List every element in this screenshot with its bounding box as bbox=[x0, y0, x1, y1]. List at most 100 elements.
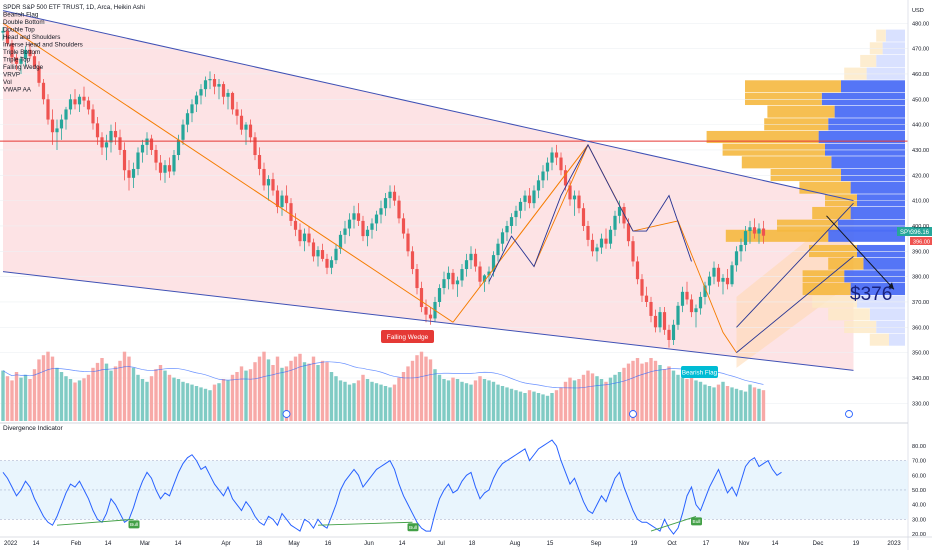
candle-body bbox=[302, 233, 307, 242]
candle-body bbox=[608, 229, 613, 244]
oscillator-tick-label: 60.00 bbox=[912, 473, 926, 479]
indicator-legend-item: Triple Top bbox=[3, 57, 31, 64]
volume-bar bbox=[752, 387, 757, 421]
candle-body bbox=[275, 190, 280, 207]
volume-bar bbox=[500, 386, 505, 421]
candle-body bbox=[149, 138, 154, 150]
vrvp-up-bar bbox=[885, 29, 905, 42]
candle-body bbox=[284, 195, 289, 204]
candle-body bbox=[235, 109, 239, 116]
candle-body bbox=[383, 198, 388, 209]
volume-ma-line bbox=[2, 361, 764, 389]
volume-bar bbox=[653, 360, 658, 421]
volume-bar bbox=[122, 351, 127, 421]
candle-body bbox=[581, 208, 586, 226]
indicator-legend-item: VRVP bbox=[3, 72, 20, 79]
volume-bar bbox=[50, 356, 55, 421]
vrvp-up-bar bbox=[831, 156, 905, 169]
volume-bar bbox=[739, 390, 743, 421]
currency-label: USD bbox=[912, 8, 924, 14]
price-tick-label: 350.00 bbox=[912, 351, 929, 357]
volume-bar bbox=[379, 384, 383, 421]
candle-body bbox=[739, 244, 743, 252]
vrvp-down-bar bbox=[767, 105, 835, 118]
indicator-legend-item: Inverse Head and Shoulders bbox=[3, 42, 83, 49]
volume-bar bbox=[154, 369, 158, 421]
price-target-label: $376 bbox=[850, 284, 892, 305]
bull-label: Bull bbox=[409, 525, 417, 531]
volume-bar bbox=[32, 369, 37, 421]
volume-bar bbox=[109, 370, 113, 421]
volume-bar bbox=[748, 384, 752, 421]
chart-title: SPDR S&P 500 ETF TRUST, 1D, Arca, Heikin… bbox=[3, 4, 145, 11]
candle-body bbox=[172, 155, 176, 172]
candle-body bbox=[316, 250, 320, 257]
volume-bar bbox=[91, 367, 95, 421]
candle-body bbox=[257, 155, 262, 169]
candle-body bbox=[554, 152, 559, 158]
bull-label: Bull bbox=[130, 522, 138, 528]
time-tick-label: Nov bbox=[739, 541, 750, 547]
volume-bar bbox=[509, 388, 514, 421]
candle-body bbox=[374, 214, 379, 224]
falling-wedge-label[interactable]: Falling Wedge bbox=[381, 330, 434, 343]
vrvp-down-bar bbox=[869, 333, 889, 346]
candle-body bbox=[563, 170, 568, 186]
volume-bar bbox=[239, 366, 244, 421]
volume-bar bbox=[617, 372, 622, 421]
candle-body bbox=[293, 220, 298, 230]
candle-body bbox=[716, 267, 721, 282]
candle-body bbox=[518, 201, 523, 211]
volume-bar bbox=[82, 378, 86, 421]
vrvp-down-bar bbox=[706, 130, 819, 144]
volume-bar bbox=[482, 379, 487, 421]
volume-bar bbox=[707, 386, 712, 421]
volume-bar bbox=[275, 356, 280, 421]
volume-bar bbox=[446, 380, 451, 421]
volume-bar bbox=[95, 362, 100, 421]
candle-body bbox=[617, 206, 622, 216]
candle-body bbox=[244, 124, 248, 130]
candle-body bbox=[415, 269, 419, 289]
volume-bar bbox=[86, 374, 91, 421]
candle-body bbox=[406, 233, 410, 252]
bearish-flag-label[interactable]: Bearish Flag bbox=[681, 366, 718, 378]
candle-body bbox=[757, 228, 761, 234]
candle-body bbox=[136, 152, 140, 169]
volume-bar bbox=[478, 376, 482, 421]
vrvp-down-bar bbox=[722, 143, 825, 156]
volume-bar bbox=[437, 374, 442, 421]
volume-bar bbox=[127, 356, 131, 421]
volume-bar bbox=[176, 379, 181, 421]
volume-bar bbox=[563, 381, 568, 421]
candle-body bbox=[712, 267, 716, 277]
volume-bar bbox=[703, 384, 707, 421]
vrvp-up-bar bbox=[828, 229, 905, 242]
candle-body bbox=[95, 123, 100, 138]
vrvp-down-bar bbox=[860, 54, 877, 68]
volume-bar bbox=[392, 384, 397, 421]
time-tick-label: 14 bbox=[175, 541, 182, 547]
volume-bar bbox=[131, 367, 136, 421]
candle-body bbox=[37, 66, 41, 83]
volume-bar bbox=[289, 360, 293, 421]
time-tick-label: Dec bbox=[813, 541, 824, 547]
volume-bar bbox=[104, 363, 109, 421]
volume-bar bbox=[365, 379, 370, 421]
time-tick-label: 18 bbox=[256, 541, 263, 547]
volume-bar bbox=[307, 363, 311, 421]
volume-bar bbox=[199, 387, 203, 421]
candle-body bbox=[469, 253, 473, 261]
price-tick-label: 410.00 bbox=[912, 199, 929, 205]
candle-body bbox=[505, 225, 509, 233]
candle-body bbox=[356, 213, 361, 221]
candle-body bbox=[194, 95, 199, 105]
candle-body bbox=[658, 312, 662, 328]
vrvp-down-bar bbox=[725, 229, 829, 242]
vrvp-up-bar bbox=[837, 219, 905, 232]
candle-body bbox=[154, 149, 158, 163]
volume-bar bbox=[397, 377, 401, 421]
candle-body bbox=[361, 220, 365, 237]
